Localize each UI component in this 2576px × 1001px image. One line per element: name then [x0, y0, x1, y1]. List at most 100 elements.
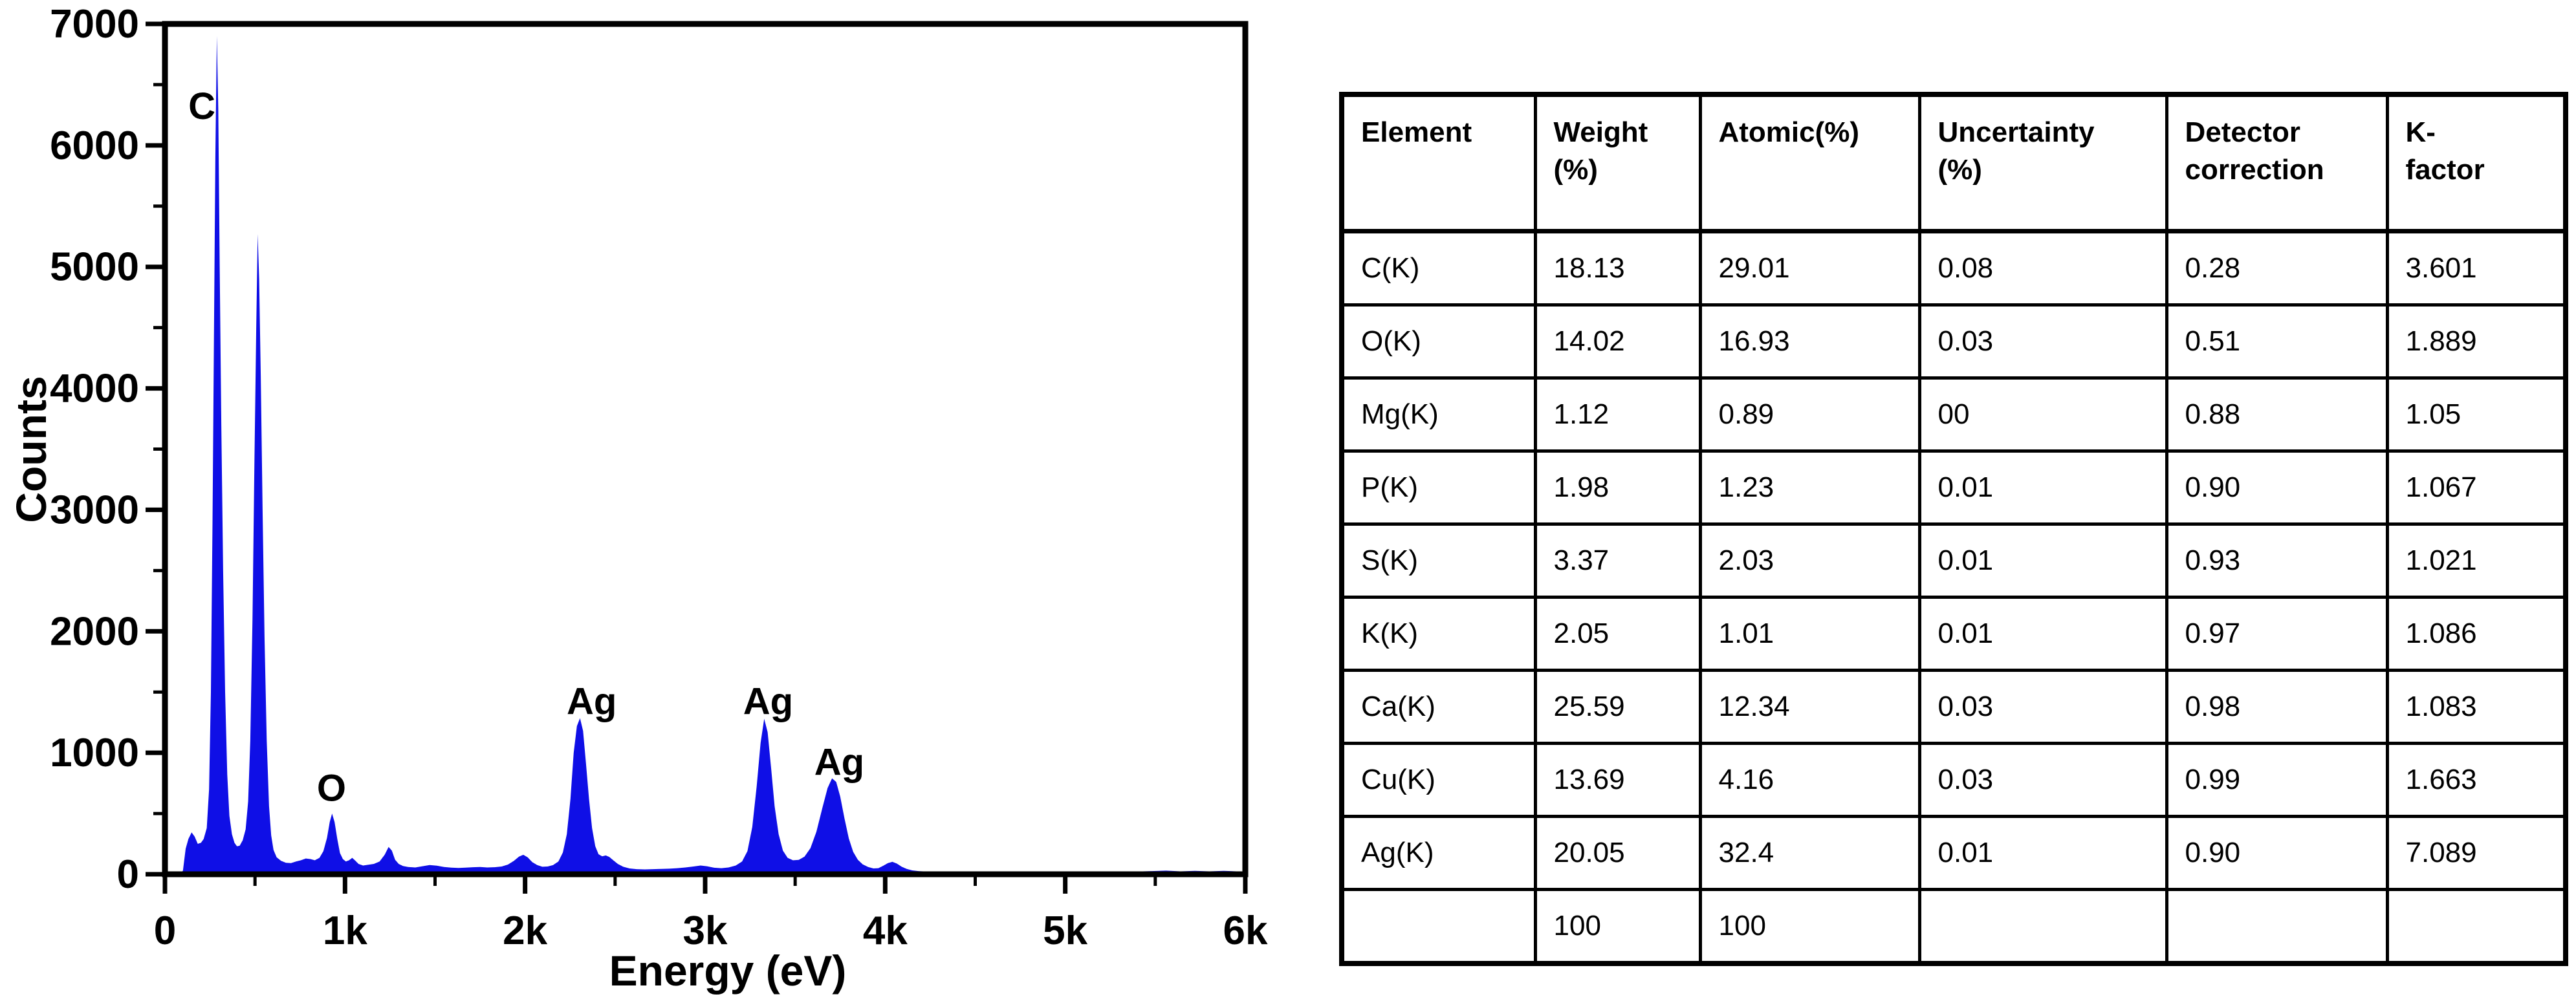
x-tick-label: 5k: [1043, 909, 1087, 953]
table-cell: 2.05: [1533, 596, 1702, 672]
table-cell: 0.51: [2165, 303, 2389, 380]
y-tick-label: 2000: [50, 609, 139, 654]
table-cell: 18.13: [1533, 230, 1702, 307]
table-cell: [2165, 888, 2389, 965]
y-tick-label: 5000: [50, 245, 139, 290]
table-cell: 0.01: [1917, 449, 2168, 526]
col-header-weight-pct: Weight (%): [1533, 92, 1702, 233]
table-cell: 0.01: [1917, 815, 2168, 891]
table-row: P(K) 1.98 1.23 0.01 0.90 1.067: [1340, 449, 2568, 526]
table-cell: 0.01: [1917, 596, 2168, 672]
table-cell: 0.28: [2165, 230, 2389, 307]
chart-plot-area: 0 1k 2k 3k 4k 5k 6k 0 1000 2000 3000 4000 5000 6000 70…: [50, 2, 1268, 953]
table-cell: 25.59: [1533, 669, 1702, 745]
table-cell: 0.97: [2165, 596, 2389, 672]
col-header-k-factor: K-factor: [2385, 92, 2568, 233]
eds-spectrum-chart: 0 1k 2k 3k 4k 5k 6k 0 1000 2000 3000 4000 5000 6000 70…: [7, 2, 1268, 995]
table-row: 100 100: [1340, 888, 2568, 965]
col-header-detector-correction: Detector correction: [2165, 92, 2389, 233]
table-row: O(K) 14.02 16.93 0.03 0.51 1.889: [1340, 303, 2568, 380]
table-cell: 1.021: [2385, 522, 2568, 599]
peak-label-O: O: [317, 768, 346, 810]
table-cell: 14.02: [1533, 303, 1702, 380]
table-cell: 32.4: [1698, 815, 1921, 891]
table-cell: 12.34: [1698, 669, 1921, 745]
table-cell: 0.08: [1917, 230, 2168, 307]
y-axis-title: Counts: [7, 376, 55, 522]
y-tick-label: 1000: [50, 731, 139, 775]
table-cell: 0.88: [2165, 376, 2389, 453]
table-row: C(K) 18.13 29.01 0.08 0.28 3.601: [1340, 230, 2568, 307]
table-cell: 3.37: [1533, 522, 1702, 599]
x-tick-label: 6k: [1223, 909, 1268, 953]
table-cell: 00: [1917, 376, 2168, 453]
col-header-element: Element: [1340, 92, 1537, 233]
table-row: Ca(K) 25.59 12.34 0.03 0.98 1.083: [1340, 669, 2568, 745]
x-tick-label: 0: [154, 909, 176, 953]
table-cell: 100: [1698, 888, 1921, 965]
col-header-atomic-pct: Atomic(%): [1698, 92, 1921, 233]
peak-label-Ag: Ag: [743, 680, 793, 722]
x-axis-title: Energy (eV): [609, 947, 847, 995]
spectrum-series: [165, 36, 1245, 874]
table-cell: 0.03: [1917, 742, 2168, 818]
table-row: K(K) 2.05 1.01 0.01 0.97 1.086: [1340, 596, 2568, 672]
table-cell: 13.69: [1533, 742, 1702, 818]
table-cell: 4.16: [1698, 742, 1921, 818]
table-cell: 1.23: [1698, 449, 1921, 526]
table-cell: 0.03: [1917, 669, 2168, 745]
table-cell: 1.086: [2385, 596, 2568, 672]
table-cell: 0.03: [1917, 303, 2168, 380]
table-cell: 1.067: [2385, 449, 2568, 526]
table-row: Cu(K) 13.69 4.16 0.03 0.99 1.663: [1340, 742, 2568, 818]
table-cell: 0.89: [1698, 376, 1921, 453]
table-cell: 1.01: [1698, 596, 1921, 672]
table-cell: 1.083: [2385, 669, 2568, 745]
element-cell: Ag(K): [1340, 815, 1537, 891]
table-header-row: Element Weight (%) Atomic(%) Uncertainty(…: [1340, 92, 2568, 233]
table-cell: 1.889: [2385, 303, 2568, 380]
peak-label-Ag: Ag: [814, 741, 864, 783]
table-cell: 1.12: [1533, 376, 1702, 453]
element-cell: Cu(K): [1340, 742, 1537, 818]
y-tick-label: 0: [117, 852, 139, 897]
table-cell: 0.01: [1917, 522, 2168, 599]
element-cell: [1340, 888, 1537, 965]
element-quant-table: Element Weight (%) Atomic(%) Uncertainty(…: [1339, 92, 2568, 966]
table-cell: 0.99: [2165, 742, 2389, 818]
element-cell: P(K): [1340, 449, 1537, 526]
col-header-uncertainty-pct: Uncertainty (%): [1917, 92, 2168, 233]
eds-quant-table-container: Element Weight (%) Atomic(%) Uncertainty(…: [1339, 92, 2568, 966]
table-cell: 1.98: [1533, 449, 1702, 526]
table-cell: 2.03: [1698, 522, 1921, 599]
y-tick-label: 4000: [50, 367, 139, 411]
table-cell: [2385, 888, 2568, 965]
element-cell: S(K): [1340, 522, 1537, 599]
element-cell: K(K): [1340, 596, 1537, 672]
table-cell: 29.01: [1698, 230, 1921, 307]
plot-frame: [162, 21, 1249, 877]
element-cell: Mg(K): [1340, 376, 1537, 453]
table-row: Mg(K) 1.12 0.89 00 0.88 1.05: [1340, 376, 2568, 453]
table-cell: 7.089: [2385, 815, 2568, 891]
table-cell: 0.90: [2165, 449, 2389, 526]
table-row: Ag(K) 20.05 32.4 0.01 0.90 7.089: [1340, 815, 2568, 891]
y-tick-label: 6000: [50, 124, 139, 168]
peak-label-C: C: [188, 85, 215, 127]
table-cell: 0.90: [2165, 815, 2389, 891]
x-tick-label: 1k: [323, 909, 367, 953]
y-tick-label: 7000: [50, 2, 139, 47]
y-tick-label: 3000: [50, 488, 139, 532]
x-tick-label: 4k: [863, 909, 908, 953]
x-tick-label: 2k: [503, 909, 547, 953]
table-cell: 16.93: [1698, 303, 1921, 380]
table-cell: 0.98: [2165, 669, 2389, 745]
table-row: S(K) 3.37 2.03 0.01 0.93 1.021: [1340, 522, 2568, 599]
table-cell: 1.05: [2385, 376, 2568, 453]
peak-label-Ag: Ag: [567, 680, 617, 722]
table-cell: 20.05: [1533, 815, 1702, 891]
element-cell: C(K): [1340, 230, 1537, 307]
table-cell: 0.93: [2165, 522, 2389, 599]
table-cell: 100: [1533, 888, 1702, 965]
x-tick-label: 3k: [683, 909, 728, 953]
